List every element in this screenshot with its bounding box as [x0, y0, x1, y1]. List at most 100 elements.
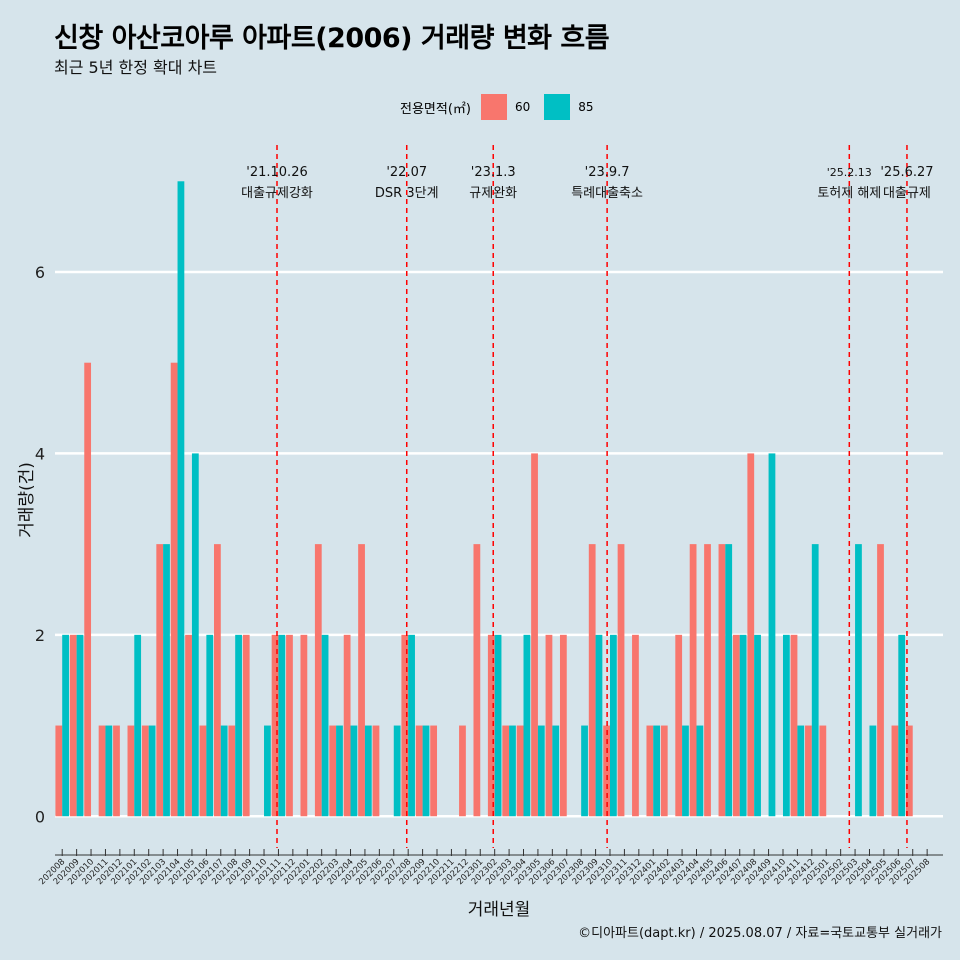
bar-85-202406 — [725, 544, 733, 817]
bar-60-202405 — [704, 544, 711, 817]
event-label: 대출규제 — [883, 186, 931, 201]
event-label: 규제완화 — [469, 186, 517, 201]
bars — [55, 181, 913, 817]
event-date: '23.1.3 — [471, 165, 516, 180]
bar-85-202303 — [509, 725, 516, 817]
x-axis-title: 거래년월 — [468, 900, 531, 920]
bar-60-202404 — [689, 544, 697, 817]
legend-key-85 — [544, 94, 571, 120]
event-date: '25.6.27 — [880, 165, 933, 180]
bar-60-202307 — [559, 634, 567, 817]
bar-60-202010 — [84, 362, 92, 817]
bar-60-202408 — [747, 453, 755, 817]
bar-60-202008 — [55, 725, 63, 817]
bar-60-202205 — [358, 544, 365, 817]
bar-60-202101 — [127, 725, 135, 817]
bar-60-202111 — [271, 634, 279, 817]
bar-60-202403 — [675, 634, 683, 817]
bar-85-202108 — [235, 634, 242, 817]
bar-85-202302 — [494, 634, 502, 817]
bar-60-202305 — [531, 453, 538, 817]
bar-60-202104 — [170, 362, 178, 817]
event-label: 토허제 해제 — [817, 186, 881, 201]
bar-60-202212 — [459, 725, 466, 817]
bar-60-202302 — [487, 634, 495, 817]
bar-85-202011 — [105, 725, 113, 817]
source-caption: ©디아파트(dapt.kr) / 2025.08.07 / 자료=국토교통부 실… — [578, 926, 942, 941]
bar-60-202303 — [502, 725, 510, 817]
event-date: '23.9.7 — [585, 165, 630, 180]
bar-85-202412 — [811, 544, 819, 817]
bar-85-202009 — [76, 634, 84, 817]
bar-85-202207 — [393, 725, 401, 817]
event-label: DSR 3단계 — [375, 186, 439, 201]
bar-85-202106 — [206, 634, 214, 817]
event-date: '21.10.26 — [246, 165, 307, 180]
bar-85-202309 — [595, 634, 603, 817]
event-label: 특례대출축소 — [571, 186, 643, 201]
bar-60-202406 — [718, 544, 726, 817]
bar-60-202011 — [98, 725, 106, 817]
bar-85-202101 — [134, 634, 142, 817]
y-tick-label: 4 — [35, 444, 45, 463]
bar-85-202110 — [264, 725, 271, 817]
bar-60-202402 — [660, 725, 668, 817]
bar-85-202209 — [422, 725, 430, 817]
bar-60-202505 — [877, 544, 884, 817]
bar-60-202312 — [632, 634, 639, 817]
chart-subtitle: 최근 5년 한정 확대 차트 — [54, 58, 218, 77]
bar-85-202304 — [523, 634, 531, 817]
bar-60-202202 — [314, 544, 322, 817]
event-date: '22.07 — [386, 165, 427, 180]
legend-title: 전용면적(㎡) — [400, 101, 471, 117]
bar-60-202112 — [286, 634, 293, 817]
bar-85-202401 — [653, 725, 661, 817]
bar-60-202105 — [185, 634, 192, 817]
bar-60-202107 — [214, 544, 221, 817]
bar-85-202111 — [278, 634, 286, 817]
bar-85-202305 — [537, 725, 545, 817]
bar-60-202412 — [805, 725, 812, 817]
event-markers: '21.10.26 대출규제강화 '22.07 DSR 3단계 '23.1.3 규제완화 '… — [241, 145, 934, 848]
bar-60-202108 — [228, 725, 236, 817]
bar-60-202203 — [329, 725, 337, 817]
bar-85-202410 — [782, 634, 790, 817]
y-axis-title: 거래량(건) — [17, 462, 37, 538]
bar-60-202301 — [473, 544, 481, 817]
bar-85-202404 — [696, 725, 704, 817]
bar-60-202109 — [242, 634, 250, 817]
event-label: 대출규제강화 — [241, 186, 313, 201]
bar-85-202407 — [739, 634, 747, 817]
legend-label-85: 85 — [578, 100, 594, 114]
bar-85-202503 — [855, 544, 862, 817]
legend-key-60 — [480, 94, 507, 120]
bar-85-202208 — [408, 634, 415, 817]
bar-85-202102 — [148, 725, 156, 817]
y-tick-label: 2 — [35, 626, 45, 645]
bar-85-202103 — [163, 544, 170, 817]
bar-85-202202 — [321, 634, 329, 817]
bar-60-202311 — [617, 544, 625, 817]
legend: 전용면적(㎡) 60 85 — [400, 93, 608, 121]
bar-85-202107 — [220, 725, 228, 817]
bar-85-202306 — [552, 725, 560, 817]
y-tick-label: 0 — [35, 807, 45, 826]
bar-85-202409 — [768, 453, 776, 817]
bar-60-202507 — [905, 725, 913, 817]
bar-85-202104 — [177, 181, 185, 817]
bar-60-202411 — [790, 634, 798, 817]
event-date: '25.2.13 — [827, 166, 872, 179]
chart-title: 신창 아산코아루 아파트(2006) 거래량 변화 흐름 — [54, 23, 610, 54]
bar-60-202401 — [646, 725, 654, 817]
bar-85-202105 — [191, 453, 199, 817]
bar-60-202106 — [199, 725, 207, 817]
bar-60-202009 — [69, 634, 77, 817]
bar-60-202309 — [588, 544, 596, 817]
bar-60-202501 — [819, 725, 827, 817]
bar-85-202310 — [610, 634, 617, 817]
bar-85-202408 — [754, 634, 761, 817]
bar-85-202504 — [869, 725, 877, 817]
bar-60-202304 — [516, 725, 524, 817]
bar-60-202204 — [343, 634, 351, 817]
